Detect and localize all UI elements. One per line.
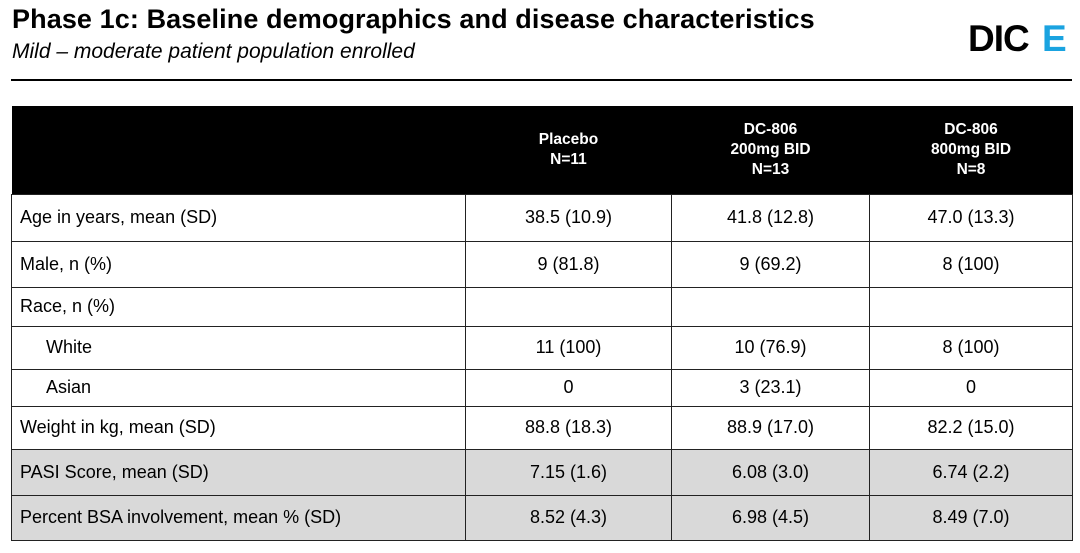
table-row: White 11 (100) 10 (76.9) 8 (100) <box>11 325 1073 370</box>
row-label: Race, n (%) <box>11 286 466 327</box>
value-cell: 9 (81.8) <box>465 240 672 288</box>
header-line: DC-806 <box>944 120 998 138</box>
value-cell: 7.15 (1.6) <box>465 448 672 496</box>
value-cell <box>869 286 1073 327</box>
value-cell: 6.08 (3.0) <box>671 448 870 496</box>
table-row: Male, n (%) 9 (81.8) 9 (69.2) 8 (100) <box>11 240 1073 288</box>
row-label: Male, n (%) <box>11 240 466 288</box>
table-row: Age in years, mean (SD) 38.5 (10.9) 41.8 (… <box>11 193 1073 242</box>
header-cell-dc806-200mg: DC-806 200mg BID N=13 <box>672 106 870 194</box>
svg-text:E: E <box>1042 18 1067 56</box>
row-label: Weight in kg, mean (SD) <box>11 405 466 450</box>
table-row: Percent BSA involvement, mean % (SD) 8.52… <box>11 494 1073 541</box>
header-cell-empty <box>12 106 466 194</box>
value-cell: 0 <box>465 368 672 407</box>
value-cell: 47.0 (13.3) <box>869 193 1073 242</box>
table-body: Age in years, mean (SD) 38.5 (10.9) 41.8 (… <box>11 193 1073 541</box>
value-cell: 0 <box>869 368 1073 407</box>
value-cell: 88.9 (17.0) <box>671 405 870 450</box>
value-cell: 11 (100) <box>465 325 672 370</box>
dice-logo: DIC E <box>968 18 1067 56</box>
title-divider <box>11 79 1072 81</box>
row-label: Age in years, mean (SD) <box>11 193 466 242</box>
value-cell: 6.74 (2.2) <box>869 448 1073 496</box>
header-row: Placebo N=11 DC-806 200mg BID N=13 DC-806 80… <box>11 106 1073 194</box>
row-label: White <box>11 325 466 370</box>
header-line: N=8 <box>956 160 986 178</box>
header-line: N=13 <box>751 160 790 178</box>
table-row: PASI Score, mean (SD) 7.15 (1.6) 6.08 (3.0… <box>11 448 1073 496</box>
table-header: Placebo N=11 DC-806 200mg BID N=13 DC-806 80… <box>11 106 1073 194</box>
row-label: PASI Score, mean (SD) <box>11 448 466 496</box>
row-label: Percent BSA involvement, mean % (SD) <box>11 494 466 541</box>
demographics-table: Placebo N=11 DC-806 200mg BID N=13 DC-806 80… <box>11 106 1073 541</box>
value-cell: 8.49 (7.0) <box>869 494 1073 541</box>
header-cell-placebo: Placebo N=11 <box>466 106 672 194</box>
svg-text:DIC: DIC <box>968 18 1029 56</box>
value-cell: 9 (69.2) <box>671 240 870 288</box>
value-cell: 88.8 (18.3) <box>465 405 672 450</box>
header-line: Placebo <box>538 130 599 148</box>
value-cell <box>465 286 672 327</box>
value-cell: 8.52 (4.3) <box>465 494 672 541</box>
table-row: Race, n (%) <box>11 286 1073 327</box>
value-cell: 38.5 (10.9) <box>465 193 672 242</box>
value-cell: 41.8 (12.8) <box>671 193 870 242</box>
value-cell: 10 (76.9) <box>671 325 870 370</box>
table-row: Weight in kg, mean (SD) 88.8 (18.3) 88.9 (… <box>11 405 1073 450</box>
header-line: N=11 <box>550 150 587 168</box>
value-cell <box>671 286 870 327</box>
table-row: Asian 0 3 (23.1) 0 <box>11 368 1073 407</box>
value-cell: 82.2 (15.0) <box>869 405 1073 450</box>
header-line: 200mg BID <box>730 140 811 158</box>
value-cell: 8 (100) <box>869 240 1073 288</box>
row-label: Asian <box>11 368 466 407</box>
header-line: DC-806 <box>743 120 798 138</box>
value-cell: 3 (23.1) <box>671 368 870 407</box>
slide-title: Phase 1c: Baseline demographics and dise… <box>12 4 815 34</box>
header-line: 800mg BID <box>930 140 1012 158</box>
slide-subtitle: Mild – moderate patient population enrol… <box>12 40 415 63</box>
header-cell-dc806-800mg: DC-806 800mg BID N=8 <box>870 106 1073 194</box>
value-cell: 6.98 (4.5) <box>671 494 870 541</box>
value-cell: 8 (100) <box>869 325 1073 370</box>
